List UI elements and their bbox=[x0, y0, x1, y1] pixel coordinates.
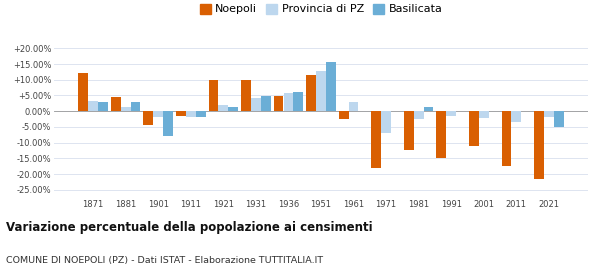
Bar bbox=[121, 107, 131, 111]
Bar bbox=[229, 107, 238, 111]
Bar bbox=[154, 111, 163, 117]
Bar bbox=[339, 111, 349, 119]
Bar bbox=[469, 111, 479, 146]
Bar bbox=[251, 98, 261, 111]
Bar bbox=[436, 111, 446, 158]
Bar bbox=[163, 111, 173, 136]
Bar bbox=[502, 111, 511, 166]
Bar bbox=[186, 111, 196, 117]
Bar bbox=[143, 111, 153, 125]
Bar bbox=[78, 73, 88, 111]
Bar bbox=[381, 111, 391, 133]
Bar bbox=[414, 111, 424, 119]
Bar bbox=[261, 96, 271, 111]
Text: COMUNE DI NOEPOLI (PZ) - Dati ISTAT - Elaborazione TUTTITALIA.IT: COMUNE DI NOEPOLI (PZ) - Dati ISTAT - El… bbox=[6, 256, 323, 265]
Bar bbox=[424, 107, 433, 111]
Bar bbox=[176, 111, 186, 116]
Legend: Noepoli, Provincia di PZ, Basilicata: Noepoli, Provincia di PZ, Basilicata bbox=[197, 1, 445, 17]
Bar bbox=[218, 106, 228, 111]
Bar bbox=[544, 111, 554, 117]
Bar bbox=[88, 101, 98, 111]
Bar bbox=[371, 111, 381, 168]
Bar bbox=[293, 92, 303, 111]
Bar bbox=[111, 97, 121, 111]
Bar bbox=[284, 93, 293, 111]
Bar bbox=[326, 62, 336, 111]
Bar bbox=[209, 80, 218, 111]
Bar bbox=[446, 111, 456, 116]
Text: Variazione percentuale della popolazione ai censimenti: Variazione percentuale della popolazione… bbox=[6, 221, 373, 234]
Bar bbox=[306, 75, 316, 111]
Bar bbox=[554, 111, 564, 127]
Bar bbox=[511, 111, 521, 122]
Bar bbox=[98, 102, 108, 111]
Bar bbox=[404, 111, 413, 150]
Bar bbox=[241, 80, 251, 111]
Bar bbox=[274, 96, 283, 111]
Bar bbox=[479, 111, 488, 118]
Bar bbox=[316, 71, 326, 111]
Bar bbox=[131, 102, 140, 111]
Bar bbox=[349, 102, 358, 111]
Bar bbox=[196, 111, 206, 117]
Bar bbox=[534, 111, 544, 179]
